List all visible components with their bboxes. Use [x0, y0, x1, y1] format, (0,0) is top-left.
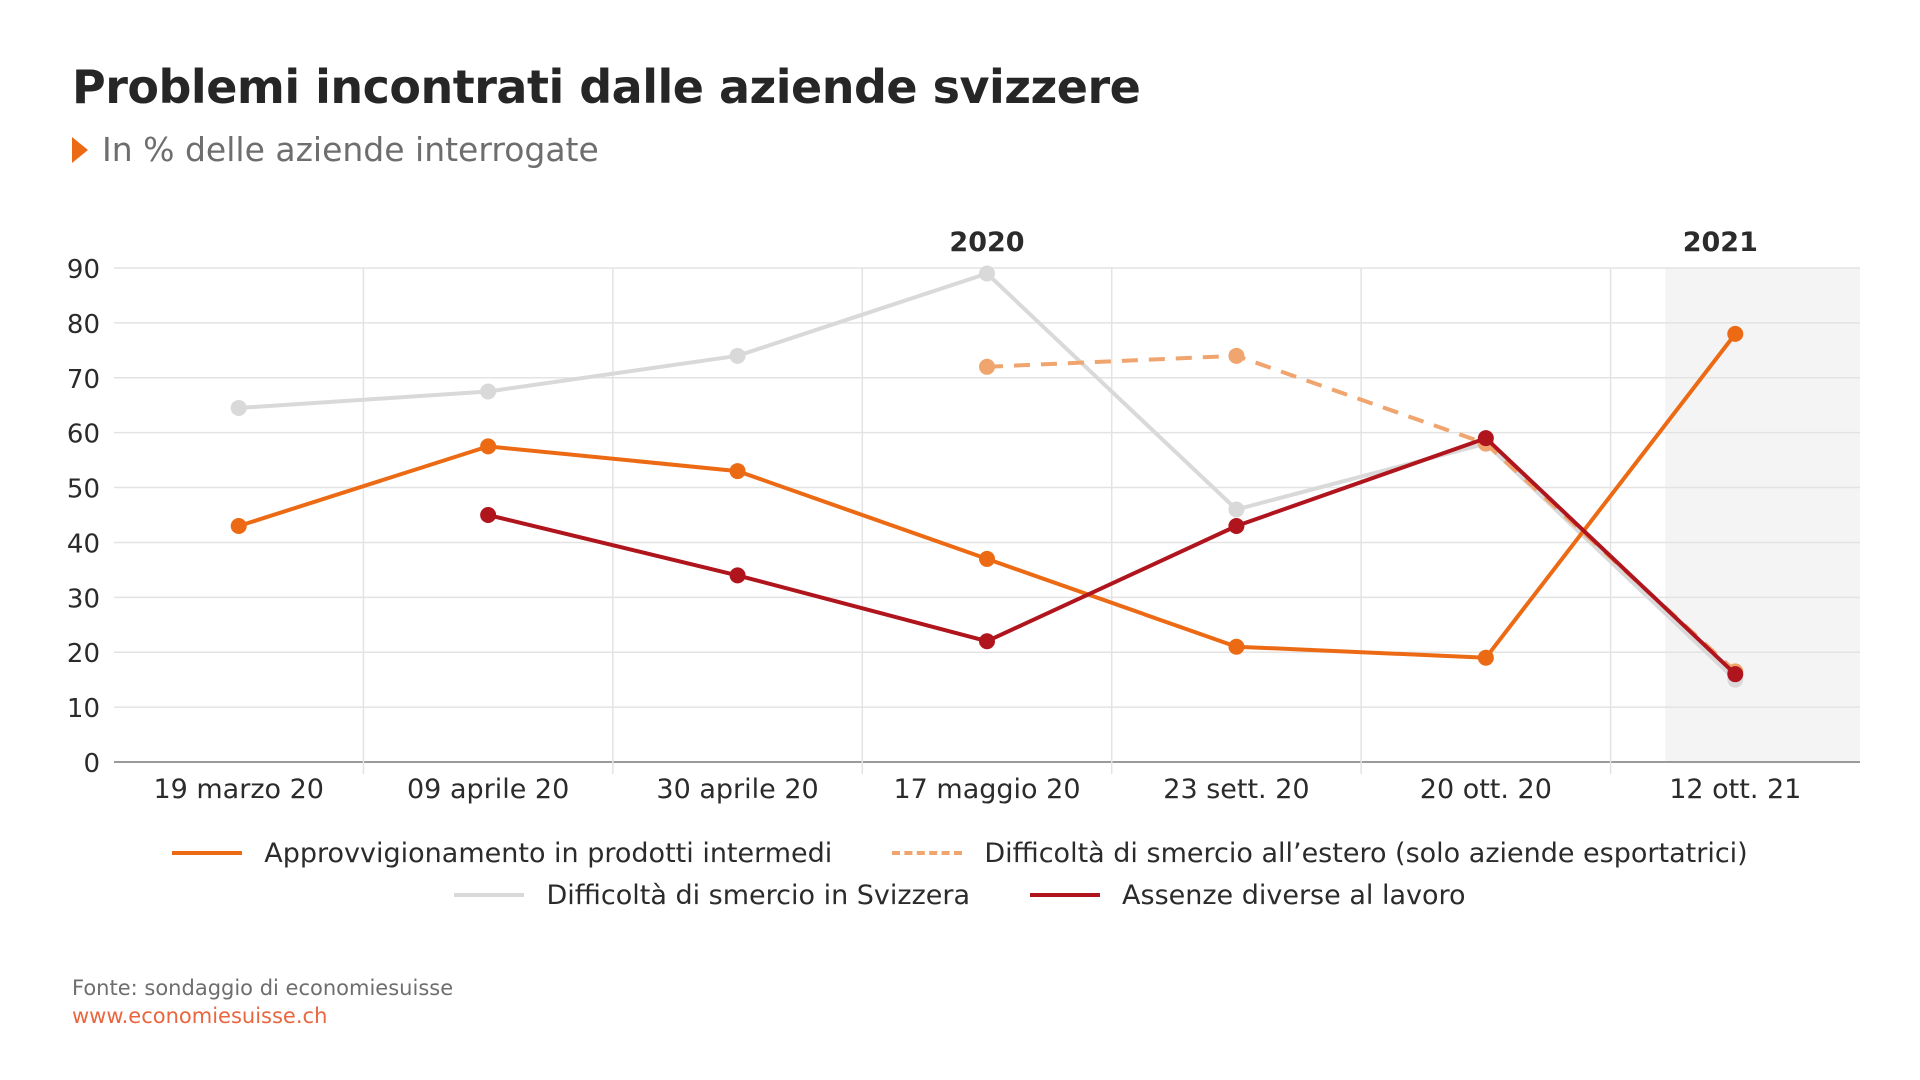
data-point: [1228, 501, 1245, 518]
highlight-band: [1665, 268, 1860, 762]
data-point: [979, 633, 995, 650]
legend-swatch: [892, 851, 963, 855]
x-tick-label: 09 aprile 20: [407, 774, 569, 805]
legend-item-smercio-svizzera: Difficoltà di smercio in Svizzera: [454, 880, 970, 911]
year-label: 2020: [949, 227, 1024, 258]
x-tick-label: 12 ott. 21: [1669, 774, 1801, 805]
data-point: [1228, 638, 1245, 655]
data-point: [979, 265, 995, 282]
source-link[interactable]: www.economiesuisse.ch: [72, 1004, 328, 1028]
chart-title: Problemi incontrati dalle aziende svizze…: [72, 60, 1141, 114]
y-tick-label: 40: [67, 529, 100, 559]
data-point: [729, 463, 746, 480]
x-tick-label: 19 marzo 20: [153, 774, 324, 805]
legend-swatch: [1030, 893, 1101, 897]
data-point: [230, 399, 247, 416]
y-tick-label: 20: [67, 639, 100, 669]
source-text: Fonte: sondaggio di economiesuisse: [72, 976, 454, 1000]
legend-label: Difficoltà di smercio all’estero (solo a…: [984, 837, 1748, 869]
legend-label: Difficoltà di smercio in Svizzera: [546, 879, 971, 911]
source-note: Fonte: sondaggio di economiesuisse www.e…: [72, 974, 453, 1030]
y-tick-label: 30: [67, 584, 100, 614]
series-line: [238, 332, 1737, 660]
data-point: [729, 567, 746, 584]
y-tick-label: 70: [67, 365, 100, 395]
data-point: [1228, 517, 1245, 534]
x-tick-label: 30 aprile 20: [656, 774, 818, 805]
y-tick-label: 80: [67, 310, 100, 340]
data-point: [1477, 430, 1494, 447]
legend-label: Approvvigionamento in prodotti intermedi: [264, 837, 833, 869]
data-point: [230, 517, 247, 534]
series-line: [238, 271, 1737, 682]
data-point: [979, 358, 995, 375]
legend-swatch: [172, 851, 243, 855]
series-0: [230, 325, 1744, 666]
data-point: [480, 507, 497, 523]
series-3: [480, 430, 1744, 683]
triangle-bullet-icon: [72, 136, 88, 163]
line-chart: 0 10 20 30 40 50 60 70 80 90 19 marzo 20 09 aprile …: [67, 227, 1860, 805]
legend-item-approvvigionamento: Approvvigionamento in prodotti intermedi: [172, 838, 832, 869]
y-tick-label: 60: [67, 420, 100, 450]
legend-item-assenze: Assenze diverse al lavoro: [1030, 880, 1466, 911]
data-point: [729, 347, 746, 364]
data-point: [480, 383, 497, 400]
x-tick-label: 20 ott. 20: [1420, 774, 1552, 805]
chart-subtitle: In % delle aziende interrogate: [72, 130, 599, 169]
legend-label: Assenze diverse al lavoro: [1122, 879, 1466, 911]
data-point: [480, 438, 497, 455]
chart-legend: Approvvigionamento in prodotti intermedi…: [0, 832, 1920, 916]
data-point: [1727, 666, 1744, 683]
year-label: 2021: [1683, 227, 1758, 258]
data-point: [1727, 325, 1744, 342]
x-tick-label: 17 maggio 20: [893, 774, 1080, 805]
legend-row: Difficoltà di smercio in Svizzera Assenz…: [0, 874, 1920, 916]
data-point: [1477, 649, 1494, 666]
subtitle-text: In % delle aziende interrogate: [102, 130, 599, 169]
series-line: [487, 436, 1737, 676]
y-tick-label: 90: [67, 255, 100, 285]
x-tick-label: 23 sett. 20: [1163, 774, 1309, 805]
legend-row: Approvvigionamento in prodotti intermedi…: [0, 832, 1920, 874]
data-point: [1228, 347, 1245, 364]
y-tick-label: 0: [83, 749, 100, 779]
legend-swatch: [454, 893, 525, 897]
y-tick-label: 50: [67, 475, 100, 505]
data-point: [979, 550, 995, 567]
series-2: [230, 265, 1744, 688]
y-tick-label: 10: [67, 694, 100, 724]
legend-item-smercio-estero: Difficoltà di smercio all’estero (solo a…: [892, 837, 1748, 869]
